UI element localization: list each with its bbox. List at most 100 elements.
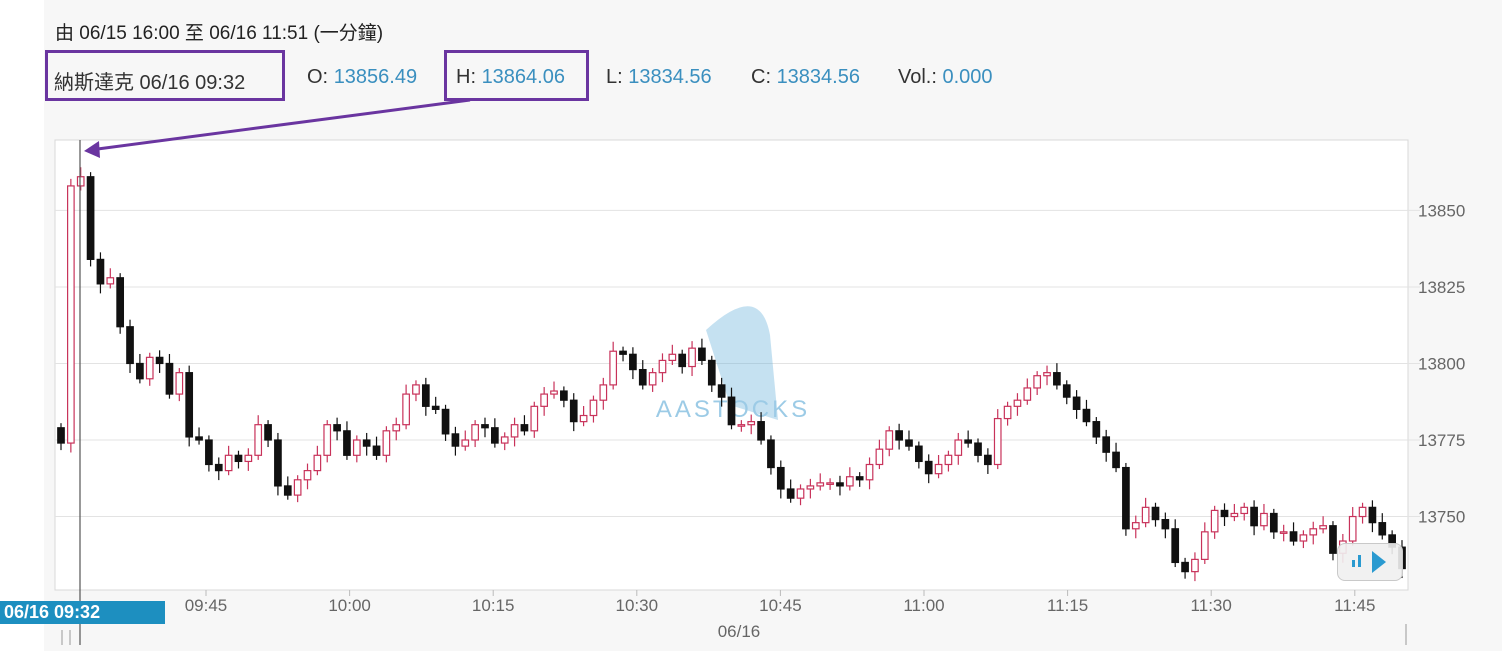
candle-body bbox=[224, 454, 233, 472]
candle-body bbox=[481, 424, 489, 429]
candle-body bbox=[688, 347, 696, 368]
candle-body bbox=[1368, 506, 1377, 524]
candle-body bbox=[293, 479, 302, 496]
candle-body bbox=[1378, 522, 1387, 536]
candle-body bbox=[126, 326, 134, 365]
y-tick-label: 13850 bbox=[1418, 201, 1465, 220]
candle-body bbox=[855, 476, 864, 481]
candle-body bbox=[57, 427, 65, 444]
high-field: H: 13864.06 bbox=[456, 66, 565, 89]
open-label: O: bbox=[307, 66, 329, 88]
candle-body bbox=[786, 488, 795, 499]
close-field: C: 13834.56 bbox=[751, 66, 860, 89]
candle-body bbox=[934, 463, 943, 475]
candle-body bbox=[1200, 531, 1209, 560]
candle-body bbox=[67, 185, 75, 444]
volume-label: Vol.: bbox=[898, 66, 937, 88]
candle-body bbox=[954, 439, 963, 456]
candle-body bbox=[1072, 396, 1081, 410]
candle-body bbox=[195, 436, 203, 441]
candle-body bbox=[895, 430, 903, 441]
watermark-logo bbox=[706, 306, 778, 420]
volume-value: 0.000 bbox=[942, 66, 993, 88]
candle-body bbox=[333, 424, 341, 432]
candle-body bbox=[86, 176, 95, 260]
candle-body bbox=[1250, 506, 1258, 527]
x-tick-label: 09:45 bbox=[185, 596, 228, 615]
candle-body bbox=[530, 405, 539, 432]
candle-body bbox=[441, 408, 450, 435]
candle-body bbox=[214, 463, 223, 472]
candle-body bbox=[392, 424, 401, 432]
candle-body bbox=[1279, 531, 1288, 534]
candle-body bbox=[668, 353, 677, 362]
x-tick-label: 11:15 bbox=[1047, 596, 1088, 615]
x-tick-label: 11:00 bbox=[903, 596, 944, 615]
candle-body bbox=[491, 427, 499, 444]
open-value: 13856.49 bbox=[333, 66, 418, 88]
candle-body bbox=[323, 424, 332, 456]
cursor-time-label: 06/16 09:32 bbox=[0, 601, 165, 624]
candle-body bbox=[885, 430, 894, 450]
candle-body bbox=[1151, 506, 1160, 521]
x-tick-label: 10:45 bbox=[759, 596, 802, 615]
candle-body bbox=[1043, 372, 1051, 377]
candle-body bbox=[412, 384, 420, 395]
candle-body bbox=[76, 176, 85, 187]
candle-body bbox=[717, 384, 726, 398]
candle-body bbox=[1023, 387, 1032, 401]
candle-body bbox=[589, 399, 598, 417]
candle-body bbox=[599, 384, 608, 401]
candle-body bbox=[1240, 506, 1249, 515]
scroll-right-button[interactable] bbox=[1337, 543, 1403, 581]
x-tick-label: 11:45 bbox=[1334, 596, 1375, 615]
candle-body bbox=[500, 436, 509, 444]
candle-body bbox=[136, 362, 144, 380]
candle-body bbox=[1013, 399, 1022, 407]
candle-body bbox=[1220, 509, 1229, 518]
candle-body bbox=[806, 485, 815, 490]
candle-body bbox=[1082, 408, 1091, 423]
candle-body bbox=[461, 439, 470, 447]
candle-body bbox=[1131, 522, 1140, 530]
annotation-arrow-line bbox=[89, 98, 471, 152]
candle-body bbox=[865, 463, 874, 481]
candle-body bbox=[165, 362, 174, 395]
candle-body bbox=[520, 424, 529, 432]
close-value: 13834.56 bbox=[776, 66, 860, 88]
candle-body bbox=[1003, 405, 1012, 420]
candle-body bbox=[1062, 384, 1071, 398]
candle-body bbox=[382, 430, 391, 456]
candle-body bbox=[185, 372, 194, 438]
candle-body bbox=[1171, 528, 1180, 564]
y-tick-label: 13825 bbox=[1418, 278, 1465, 297]
candle-body bbox=[707, 359, 716, 386]
y-tick-label: 13775 bbox=[1418, 431, 1465, 450]
candle-body bbox=[1358, 506, 1367, 518]
candle-body bbox=[1141, 506, 1150, 524]
candle-body bbox=[234, 454, 243, 463]
candle-body bbox=[924, 460, 933, 475]
candle-body bbox=[698, 347, 706, 362]
high-value: 13864.06 bbox=[481, 66, 565, 88]
candle-body bbox=[836, 482, 844, 487]
volume-field: Vol.: 0.000 bbox=[898, 66, 993, 89]
close-label: C: bbox=[751, 66, 771, 88]
quote-name-time: 納斯達克 06/16 09:32 bbox=[54, 72, 246, 94]
x-tick-label: 11:30 bbox=[1191, 596, 1232, 615]
candle-body bbox=[1122, 466, 1130, 530]
candle-body bbox=[875, 448, 884, 466]
candle-body bbox=[1033, 375, 1042, 389]
candle-body bbox=[283, 485, 292, 496]
candle-body bbox=[254, 424, 263, 456]
highlight-box-high bbox=[444, 50, 589, 101]
candle-body bbox=[1053, 372, 1061, 386]
candle-body bbox=[974, 442, 982, 456]
candle-body bbox=[1210, 509, 1219, 533]
candle-body bbox=[431, 405, 440, 410]
candle-body bbox=[1329, 525, 1337, 554]
play-arrow-icon bbox=[1352, 551, 1386, 573]
candle-body bbox=[372, 445, 381, 456]
high-label: H: bbox=[456, 66, 476, 88]
